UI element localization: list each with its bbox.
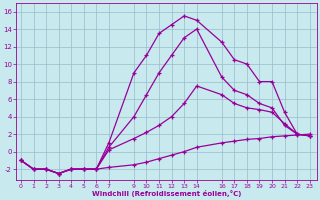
X-axis label: Windchill (Refroidissement éolien,°C): Windchill (Refroidissement éolien,°C) bbox=[92, 190, 241, 197]
